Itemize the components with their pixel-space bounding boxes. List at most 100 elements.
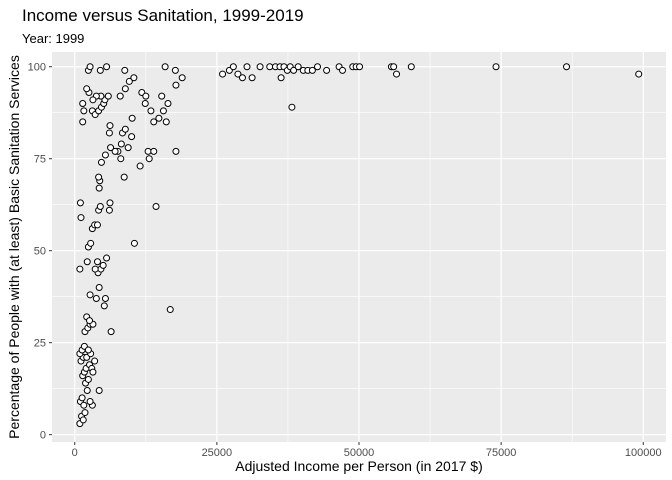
data-point bbox=[106, 122, 114, 130]
data-point bbox=[323, 66, 331, 74]
y-tick-label: 25 bbox=[34, 338, 46, 350]
data-point bbox=[95, 173, 103, 181]
data-point bbox=[96, 66, 104, 74]
axis-ticks: 0 25000 50000 75000 100000 0 25 50 75 100 bbox=[28, 62, 662, 459]
data-point bbox=[248, 74, 256, 82]
data-point bbox=[105, 129, 113, 137]
data-point bbox=[78, 394, 86, 402]
data-point bbox=[147, 107, 155, 115]
data-point bbox=[91, 265, 99, 273]
data-point bbox=[155, 114, 163, 122]
data-point bbox=[266, 63, 274, 71]
data-point bbox=[492, 63, 500, 71]
data-point bbox=[128, 114, 136, 122]
data-point bbox=[104, 92, 112, 100]
data-point bbox=[93, 221, 101, 229]
x-tick-label: 25000 bbox=[202, 447, 233, 459]
data-point bbox=[393, 70, 401, 78]
data-point bbox=[130, 239, 138, 247]
data-point bbox=[86, 291, 94, 299]
data-point bbox=[162, 118, 170, 126]
data-point bbox=[100, 302, 108, 310]
y-tick-label: 50 bbox=[34, 246, 46, 258]
data-point bbox=[166, 306, 174, 314]
y-tick-label: 0 bbox=[40, 430, 46, 442]
data-point bbox=[86, 63, 94, 71]
data-point bbox=[150, 147, 158, 155]
data-point bbox=[136, 162, 144, 170]
chart-title: Income versus Sanitation, 1999-2019 bbox=[22, 6, 304, 25]
data-point bbox=[84, 346, 92, 354]
data-point bbox=[229, 63, 237, 71]
data-point bbox=[79, 416, 87, 424]
data-point bbox=[120, 173, 128, 181]
data-point bbox=[390, 63, 398, 71]
x-axis-title: Adjusted Income per Person (in 2017 $) bbox=[235, 458, 482, 474]
data-point bbox=[79, 100, 87, 108]
data-point bbox=[92, 295, 100, 303]
data-point bbox=[95, 386, 103, 394]
data-point bbox=[121, 125, 129, 133]
data-point bbox=[356, 63, 364, 71]
data-point bbox=[161, 63, 169, 71]
data-point bbox=[172, 81, 180, 89]
data-point bbox=[308, 66, 316, 74]
data-point bbox=[124, 144, 132, 152]
data-point bbox=[121, 66, 129, 74]
data-point bbox=[158, 92, 166, 100]
data-point bbox=[83, 85, 91, 93]
data-point bbox=[145, 155, 153, 163]
data-point bbox=[144, 147, 152, 155]
data-point bbox=[86, 317, 94, 325]
data-point bbox=[83, 386, 91, 394]
data-point bbox=[172, 147, 180, 155]
data-point bbox=[171, 66, 179, 74]
data-point bbox=[86, 398, 94, 406]
data-point bbox=[89, 96, 97, 104]
data-point bbox=[95, 184, 103, 192]
data-point bbox=[106, 199, 114, 207]
data-point bbox=[103, 63, 111, 71]
data-point bbox=[313, 63, 321, 71]
data-point bbox=[96, 203, 104, 211]
data-point bbox=[117, 155, 125, 163]
data-point bbox=[84, 375, 92, 383]
data-point bbox=[159, 107, 167, 115]
data-point bbox=[277, 74, 285, 82]
data-point bbox=[80, 401, 88, 409]
data-point bbox=[243, 63, 251, 71]
data-point bbox=[288, 103, 296, 111]
data-point bbox=[407, 63, 415, 71]
data-point bbox=[97, 158, 105, 166]
data-point bbox=[116, 92, 124, 100]
data-point bbox=[294, 63, 302, 71]
data-point bbox=[103, 254, 111, 262]
data-point bbox=[77, 214, 85, 222]
data-point bbox=[79, 118, 87, 126]
data-point bbox=[256, 63, 264, 71]
data-point bbox=[91, 357, 99, 365]
data-point bbox=[290, 66, 298, 74]
data-point bbox=[125, 77, 133, 85]
x-tick-label: 0 bbox=[72, 447, 78, 459]
data-points bbox=[76, 63, 643, 428]
y-tick-label: 75 bbox=[34, 154, 46, 166]
data-point bbox=[83, 258, 91, 266]
data-point bbox=[111, 147, 119, 155]
data-point bbox=[142, 92, 150, 100]
data-point bbox=[99, 261, 107, 269]
data-point bbox=[93, 258, 101, 266]
data-point bbox=[105, 206, 113, 214]
data-point bbox=[76, 265, 84, 273]
data-point bbox=[121, 85, 129, 93]
data-point bbox=[80, 107, 88, 115]
x-tick-label: 100000 bbox=[625, 447, 662, 459]
data-point bbox=[87, 239, 95, 247]
data-point bbox=[238, 74, 246, 82]
data-point bbox=[563, 63, 571, 71]
y-tick-label: 100 bbox=[28, 62, 46, 74]
x-tick-label: 50000 bbox=[344, 447, 375, 459]
data-point bbox=[635, 70, 643, 78]
data-point bbox=[76, 199, 84, 207]
